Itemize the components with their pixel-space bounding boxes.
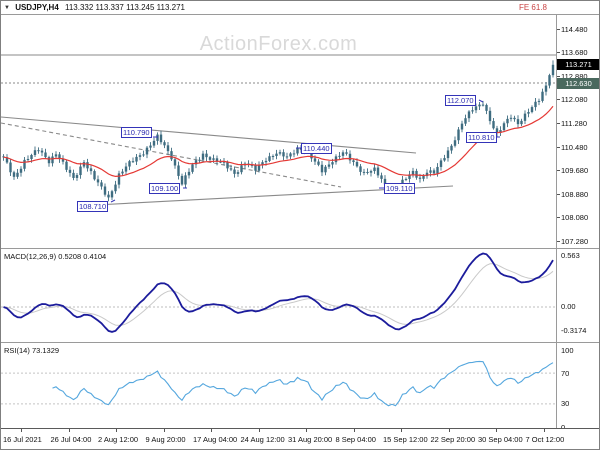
time-axis-tick [211, 429, 212, 432]
price-axis-label: 108.080 [561, 213, 589, 223]
symbol-timeframe-label: USDJPY,H4 [15, 3, 59, 12]
price-axis-label: 114.480 [561, 24, 588, 34]
price-axis-label: 111.280 [561, 119, 587, 129]
macd-axis-zero: 0.00 [561, 302, 576, 311]
price-annotation-label[interactable]: 109.110 [384, 183, 415, 194]
time-axis-tick [306, 429, 307, 432]
time-axis-tick [21, 429, 22, 432]
time-axis-tick [258, 429, 260, 432]
price-axis-label: 109.680 [561, 166, 589, 176]
time-axis-label: 9 Aug 20:00 [145, 435, 186, 444]
fibonacci-expansion-label: FE 61.8 [518, 3, 547, 12]
price-chart-plot[interactable] [1, 15, 556, 248]
time-axis-label: 7 Oct 12:00 [525, 435, 565, 444]
price-axis-tick [556, 75, 560, 77]
rsi-indicator-label: RSI(14) 73.1329 [4, 346, 60, 355]
time-axis-label: 26 Jul 04:00 [50, 435, 92, 444]
time-axis[interactable]: 16 Jul 2021 26 Jul 04:00 2 Aug 12:00 9 Aug … [1, 428, 599, 449]
price-axis-label: 113.680 [561, 48, 588, 58]
chart-header-bar: ▼ USDJPY,H4 113.332 113.337 113.245 113.… [1, 1, 599, 15]
macd-axis-max: 0.563 [561, 251, 580, 260]
price-axis-tick [556, 146, 560, 148]
macd-plot[interactable] [1, 249, 556, 342]
price-axis-label: 112.080 [561, 95, 588, 105]
time-axis-label: 15 Sep 12:00 [383, 435, 428, 444]
price-annotation-label[interactable]: 110.440 [301, 143, 332, 154]
chevron-down-icon[interactable]: ▼ [4, 5, 10, 11]
time-axis-tick [116, 429, 117, 432]
rsi-axis-label: 70 [561, 368, 570, 378]
time-axis-label: 30 Sep 04:00 [478, 435, 523, 444]
time-axis-tick [353, 429, 355, 432]
watermark: ActionForex.com [199, 33, 358, 55]
time-axis-label: 16 Jul 2021 [3, 435, 42, 444]
macd-panel[interactable]: MACD(12,26,9) 0.5208 0.4104 0.563 0.00 -… [1, 248, 599, 342]
price-axis-tick [556, 217, 560, 219]
time-axis-label: 17 Aug 04:00 [193, 435, 238, 444]
time-axis-label: 22 Sep 20:00 [430, 435, 476, 444]
rsi-axis-label: 30 [561, 399, 570, 409]
axis-separator-line [556, 15, 557, 428]
rsi-axis-label: 100 [561, 345, 574, 355]
time-axis-label: 8 Sep 04:00 [335, 435, 376, 444]
price-annotation-label[interactable]: 110.810 [466, 132, 497, 143]
price-badge: 112.630 [557, 78, 599, 90]
time-axis-tick [68, 429, 70, 432]
macd-indicator-label: MACD(12,26,9) 0.5208 0.4104 [4, 252, 107, 261]
price-axis-tick [556, 241, 560, 243]
price-axis-label: 108.880 [561, 189, 589, 199]
rsi-plot[interactable] [1, 343, 556, 428]
price-annotation-label[interactable]: 109.100 [149, 183, 181, 194]
price-badge: 113.271 [557, 59, 599, 71]
price-chart-panel[interactable]: ActionForex.com 114.480 113.680 112.880 112… [1, 15, 599, 248]
rsi-axis-label: 0 [561, 422, 566, 432]
time-axis-tick [543, 429, 545, 432]
ohlc-values: 113.332 113.337 113.245 113.271 [65, 3, 185, 12]
price-axis-tick [556, 99, 560, 101]
time-axis-label: 2 Aug 12:00 [98, 435, 139, 444]
price-axis-tick [556, 52, 560, 54]
price-annotation-label[interactable]: 110.790 [121, 127, 152, 138]
time-axis-label: 24 Aug 12:00 [240, 435, 285, 444]
price-annotation-label[interactable]: 112.070 [445, 95, 476, 106]
price-annotation-label[interactable]: 108.710 [77, 201, 109, 212]
price-axis-label: 112.880 [561, 71, 588, 81]
price-axis-tick [556, 28, 560, 30]
price-axis-tick [556, 170, 560, 172]
time-axis-tick [496, 429, 497, 432]
price-axis-label: 110.480 [561, 142, 588, 152]
macd-axis-min: -0.3174 [561, 326, 587, 335]
price-axis-tick [556, 193, 560, 195]
price-axis-label: 107.280 [561, 237, 589, 247]
rsi-panel[interactable]: RSI(14) 73.1329 100 70 30 0 [1, 342, 599, 432]
time-axis-tick [401, 429, 402, 432]
price-axis-tick [556, 123, 560, 125]
time-axis-tick [163, 429, 165, 432]
time-axis-label: 31 Aug 20:00 [288, 435, 333, 444]
time-axis-tick [448, 429, 450, 432]
